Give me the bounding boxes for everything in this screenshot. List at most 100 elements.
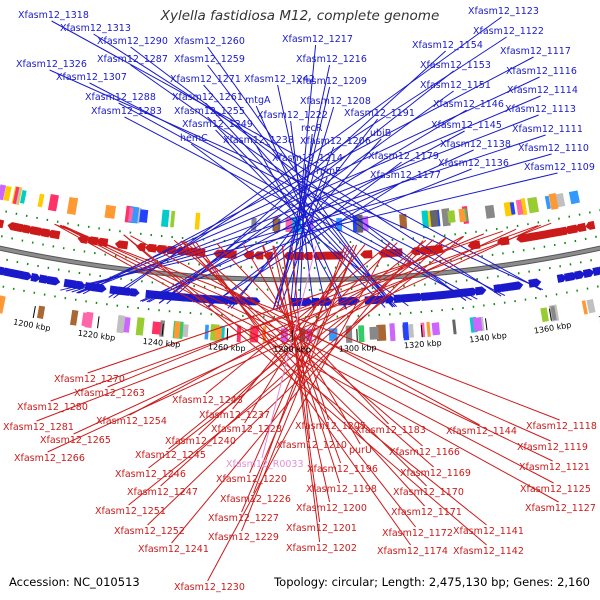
forward-gene <box>427 291 444 301</box>
forward-gene <box>46 275 61 286</box>
forward-cog-box <box>173 321 181 339</box>
reverse-gene <box>144 243 157 253</box>
forward-connector <box>207 46 394 308</box>
reverse-cog-box <box>0 184 7 201</box>
reverse-connector <box>123 234 487 546</box>
label-connector-lines <box>36 16 560 582</box>
reverse-gene-label: Xfasm12_1281 <box>3 422 74 433</box>
forward-gene <box>592 267 600 277</box>
reverse-cog-box <box>509 202 516 215</box>
reverse-cog-box <box>548 192 559 210</box>
reverse-cog-box <box>399 213 408 229</box>
forward-gene-label: Xfasm12_1122 <box>473 26 544 37</box>
forward-gene-label: Xfasm12_1114 <box>507 85 578 96</box>
forward-gene <box>0 265 7 276</box>
reverse-gene-label: Xfasm12_1141 <box>453 526 524 537</box>
reverse-gene-label: Xfasm12_1270 <box>54 374 125 385</box>
reverse-gene-label: Xfasm12_1196 <box>307 464 378 475</box>
reverse-cog-box <box>104 204 117 219</box>
scale-tick <box>226 328 229 341</box>
scale-label: 1240 kbp <box>142 337 180 349</box>
scale-label: 1340 kbp <box>469 331 508 345</box>
reverse-gene <box>585 220 596 230</box>
reverse-gene-label: Xfasm12_1201 <box>286 523 357 534</box>
forward-connector <box>108 36 507 298</box>
forward-gene-label: Xfasm12_1151 <box>420 80 491 91</box>
reverse-gene <box>574 222 587 233</box>
reverse-gene-label: Xfasm12_1205 <box>295 421 366 432</box>
reverse-gene-label: purU <box>349 445 372 456</box>
scale-tick <box>356 328 358 341</box>
scale-label: 1360 kbp <box>533 320 572 335</box>
reverse-connector <box>50 225 539 402</box>
forward-gene <box>411 293 424 302</box>
reverse-gene-label: Xfasm12_1171 <box>391 507 462 518</box>
reverse-connector <box>55 223 559 503</box>
reverse-gene <box>7 222 24 233</box>
forward-gene-label: Xfasm12_1307 <box>56 72 127 83</box>
forward-gene-label: hemC <box>180 133 208 144</box>
forward-cog-box <box>472 317 483 332</box>
forward-gene-label: Xfasm12_1179 <box>368 151 439 162</box>
reverse-gene-label: Xfasm12_1229 <box>208 532 279 543</box>
reverse-gene-label: Xfasm12_1172 <box>382 528 453 539</box>
forward-connector <box>60 172 558 291</box>
reverse-gene-label: Xfasm12_1237 <box>199 410 270 421</box>
reverse-cog-box <box>568 190 580 205</box>
reverse-gene <box>47 229 61 240</box>
reverse-cog-box <box>66 196 79 215</box>
forward-gene-label: Xfasm12_1138 <box>440 139 511 150</box>
scale-tick <box>32 306 36 319</box>
reverse-cog-box <box>458 208 467 223</box>
forward-gene-label: Xfasm12_1313 <box>60 23 131 34</box>
forward-connector <box>51 20 542 291</box>
forward-gene-label: mtgA <box>245 95 271 106</box>
forward-gene-label: Xfasm12_1154 <box>412 40 483 51</box>
scale-tick <box>420 324 423 338</box>
forward-cog-box <box>402 322 410 341</box>
reverse-cog-box <box>12 186 20 205</box>
reverse-gene-label: Xfasm12_1121 <box>519 462 590 473</box>
forward-gene-label: Xfasm12_1287 <box>97 54 168 65</box>
reverse-cog-box <box>3 185 12 202</box>
scale-label: 1220 kbp <box>77 329 116 343</box>
forward-gene <box>219 295 233 305</box>
accession-text: Accession: NC_010513 <box>9 575 140 589</box>
reverse-connector <box>243 244 361 445</box>
reverse-connector <box>182 240 425 507</box>
reverse-gene-label: Xfasm12_1245 <box>135 450 206 461</box>
reverse-connector <box>195 241 412 546</box>
reverse-cog-box <box>429 209 439 227</box>
reverse-gene-label: Xfasm12_1200 <box>296 503 367 514</box>
reverse-gene-label: Xfasm12_1251 <box>95 506 166 517</box>
map-title: Xylella fastidiosa M12, complete genome <box>160 8 440 24</box>
forward-cog-box <box>426 321 431 338</box>
reverse-cog-box <box>194 212 201 230</box>
forward-gene-label: Xfasm12_1288 <box>85 92 156 103</box>
reverse-gene-label: Xfasm12_1210 <box>276 440 347 451</box>
reverse-gene-label: Xfasm12_1265 <box>40 435 111 446</box>
forward-gene-label: Xfasm12_1177 <box>370 170 441 181</box>
forward-cog-box <box>586 299 596 314</box>
scale-tick <box>161 323 164 336</box>
forward-cog-box <box>452 319 457 335</box>
reverse-gene-label: Xfasm12_1118 <box>526 421 597 432</box>
reverse-cog-box <box>544 195 551 210</box>
forward-gene-label: Xfasm12_1238 <box>223 135 294 146</box>
reverse-gene-label: Xfasm12_1254 <box>96 416 167 427</box>
reverse-connector <box>207 242 390 582</box>
scale-label: 1300 kbp <box>339 343 377 353</box>
reverse-gene <box>114 240 129 250</box>
forward-cog-box <box>431 322 441 336</box>
forward-gene <box>9 268 26 279</box>
forward-connector <box>113 16 502 299</box>
scale-tick <box>548 308 552 321</box>
reverse-gene-label: Xfasm12_1226 <box>220 494 291 505</box>
reverse-cog-box <box>19 190 27 204</box>
forward-cog-box <box>151 321 162 335</box>
forward-gene <box>30 273 41 282</box>
forward-gene-label: Xfasm12_1290 <box>97 36 168 47</box>
scale-tick <box>97 316 100 329</box>
forward-gene <box>130 288 140 297</box>
reverse-connector <box>123 234 487 526</box>
